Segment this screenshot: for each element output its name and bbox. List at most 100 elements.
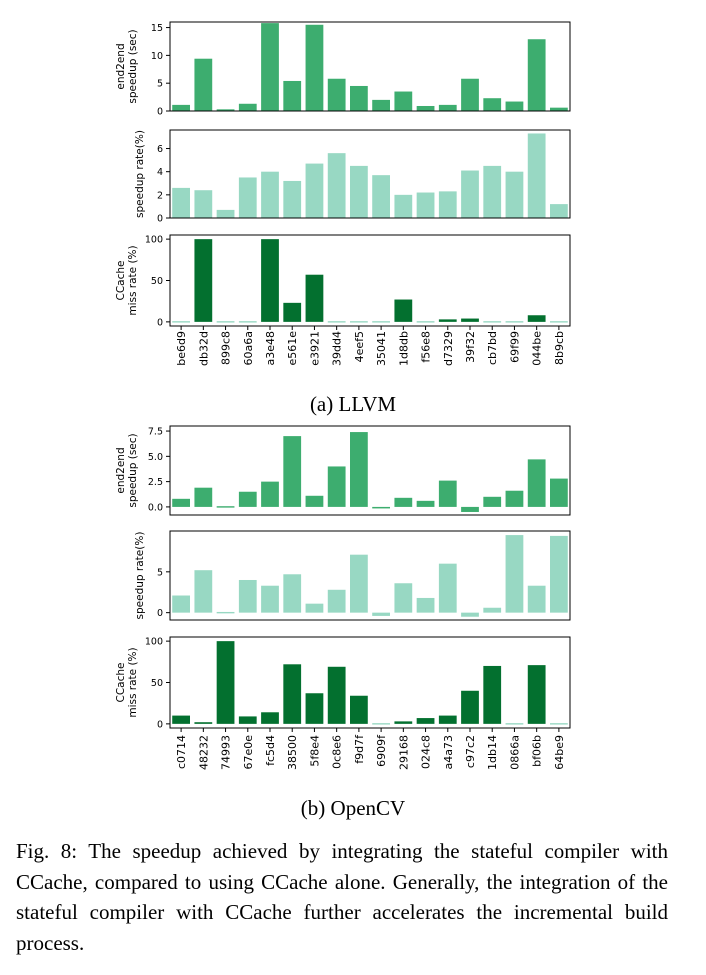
x-tick-label-899c8: 899c8 xyxy=(220,331,233,365)
bar-0866a xyxy=(505,723,524,725)
bar-74993 xyxy=(216,506,235,508)
x-tick-label-e561e: e561e xyxy=(286,331,299,366)
bar-c97c2 xyxy=(461,506,479,512)
y-tick-label: 50 xyxy=(151,276,163,287)
bar-64be9 xyxy=(550,535,568,613)
bar-c0714 xyxy=(172,498,190,507)
y-tick-label: 4 xyxy=(157,167,163,178)
bar-a4a73 xyxy=(438,480,457,507)
bar-bf06b xyxy=(527,459,546,507)
x-tick-label-f56e8: f56e8 xyxy=(420,331,433,363)
y-tick-label: 6 xyxy=(157,144,163,155)
bar-fc5d4 xyxy=(261,585,279,613)
x-tick-label-74993: 74993 xyxy=(220,735,233,770)
y-tick-label: 100 xyxy=(145,637,163,648)
bar-60a6a xyxy=(238,321,257,323)
y-axis-label: speedup (sec) xyxy=(127,29,139,103)
bar-39f32 xyxy=(461,78,479,111)
panel-opencv-2: 0 5 speedup rate(%) xyxy=(134,530,571,621)
x-tick-label-48232: 48232 xyxy=(197,735,210,770)
bar-e561e xyxy=(283,180,302,218)
bar-fc5d4 xyxy=(261,712,279,724)
bar-bf06b xyxy=(527,585,546,613)
bar-0c8e6 xyxy=(327,666,346,724)
bar-74993 xyxy=(216,641,235,724)
panel-llvm-2: 0 2 4 6 speedup rate(%) xyxy=(134,129,571,225)
bar-74993 xyxy=(216,611,235,614)
x-tick-label-f9d7f: f9d7f xyxy=(353,734,366,764)
bar-db32d xyxy=(194,58,213,111)
bar-69f99 xyxy=(505,321,524,323)
y-tick-label: 2 xyxy=(157,190,163,201)
bar-67e0e xyxy=(238,579,257,613)
bar-f9d7f xyxy=(350,695,368,724)
bar-db32d xyxy=(194,190,213,218)
bar-899c8 xyxy=(216,321,235,323)
bar-e3921 xyxy=(305,163,324,218)
bar-c0714 xyxy=(172,715,190,724)
x-tick-label-5f8e4: 5f8e4 xyxy=(308,735,321,767)
bar-be6d9 xyxy=(172,104,190,111)
bar-4eef5 xyxy=(350,321,368,323)
x-tick-label-0866a: 0866a xyxy=(508,735,521,770)
bar-5f8e4 xyxy=(305,603,324,613)
bar-67e0e xyxy=(238,716,257,724)
bar-044be xyxy=(527,39,546,111)
bar-c97c2 xyxy=(461,690,479,724)
x-tick-label-29168: 29168 xyxy=(397,735,410,770)
bar-39f32 xyxy=(461,170,479,218)
bar-e561e xyxy=(283,302,302,322)
y-axis-label: miss rate (%) xyxy=(127,647,139,717)
y-tick-label: 7.5 xyxy=(148,427,163,438)
y-tick-label: 0 xyxy=(157,107,163,118)
bar-38500 xyxy=(283,574,302,613)
bar-cb7bd xyxy=(483,98,502,111)
panel-llvm-3: 0 50 100 CCache miss rate (%) be6d9 db32d 899c8… xyxy=(115,234,571,366)
y-axis-label: CCache xyxy=(115,261,127,301)
chart-opencv: 0.0 2.5 5.0 7.5 end2end speedup (sec) 0 5 speedu… xyxy=(115,425,571,770)
x-tick-label-4eef5: 4eef5 xyxy=(353,331,366,362)
bar-a3e48 xyxy=(261,171,279,218)
y-tick-label: 50 xyxy=(151,678,163,689)
bar-69f99 xyxy=(505,101,524,111)
bar-f56e8 xyxy=(416,105,435,111)
bar-39f32 xyxy=(461,318,479,322)
bar-899c8 xyxy=(216,109,235,111)
y-tick-label: 5 xyxy=(157,79,163,90)
bar-5f8e4 xyxy=(305,693,324,724)
bar-c0714 xyxy=(172,595,190,613)
bar-f56e8 xyxy=(416,192,435,218)
y-tick-label: 2.5 xyxy=(148,477,163,488)
bar-6909f xyxy=(372,723,390,725)
y-axis-label: speedup rate(%) xyxy=(134,532,146,620)
bar-39dd4 xyxy=(327,78,346,111)
bar-0c8e6 xyxy=(327,589,346,613)
bar-64be9 xyxy=(550,723,568,725)
bar-29168 xyxy=(394,721,413,724)
bar-fc5d4 xyxy=(261,481,279,507)
bar-60a6a xyxy=(238,177,257,218)
bar-0866a xyxy=(505,535,524,613)
bar-044be xyxy=(527,315,546,322)
bar-35041 xyxy=(372,99,390,112)
x-tick-label-67e0e: 67e0e xyxy=(242,735,255,770)
y-tick-label: 0 xyxy=(157,719,163,730)
panel-frame xyxy=(169,425,571,516)
bar-48232 xyxy=(194,722,213,724)
x-tick-label-6909f: 6909f xyxy=(375,734,388,767)
bar-024c8 xyxy=(416,718,435,724)
y-tick-label: 5 xyxy=(157,567,163,578)
y-tick-label: 0 xyxy=(157,608,163,619)
bar-899c8 xyxy=(216,209,235,218)
bar-0c8e6 xyxy=(327,466,346,507)
x-tick-label-044be: 044be xyxy=(531,331,544,366)
x-tick-label-be6d9: be6d9 xyxy=(175,331,188,366)
subcaption-opencv: (b) OpenCV xyxy=(300,796,406,820)
bar-0866a xyxy=(505,490,524,507)
bar-e3921 xyxy=(305,24,324,112)
bar-64be9 xyxy=(550,478,568,507)
x-tick-label-39f32: 39f32 xyxy=(464,331,477,363)
bar-38500 xyxy=(283,664,302,724)
bar-60a6a xyxy=(238,103,257,111)
